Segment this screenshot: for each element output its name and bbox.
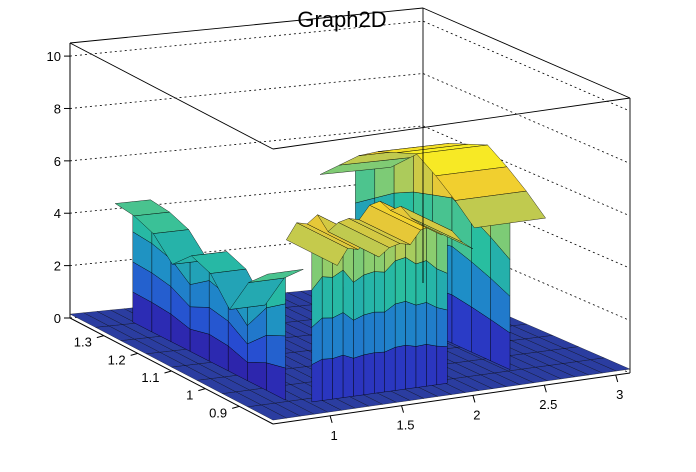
box-frame-edge xyxy=(272,97,631,150)
x-tick-label: 2.5 xyxy=(539,397,557,412)
surface-cell xyxy=(436,229,448,274)
x-tick-mark xyxy=(401,405,405,413)
z-tick-label: 6 xyxy=(54,154,61,169)
surface-cell xyxy=(405,257,417,306)
z-tick-label: 0 xyxy=(54,311,61,326)
y-tick-mark xyxy=(130,352,138,356)
surface-cell xyxy=(363,352,375,396)
y-tick-label: 1.3 xyxy=(74,335,92,350)
surface-cell xyxy=(266,303,286,337)
z-tick-label: 4 xyxy=(54,206,61,221)
x-tick-mark xyxy=(543,385,547,393)
y-tick-label: 0.9 xyxy=(209,405,227,420)
z-gridline xyxy=(69,20,631,112)
z-tick-label: 8 xyxy=(54,101,61,116)
tick-layer: 1 1.5 2 2.5 3 0.9 1 1.1 1.2 1.3 0 2 4 6 8 10 xyxy=(47,49,624,443)
x-tick-mark xyxy=(615,374,619,383)
surface-cell xyxy=(332,312,344,359)
y-tick-label: 1 xyxy=(186,388,193,403)
x-tick-mark xyxy=(472,395,476,403)
surface-cell xyxy=(374,311,385,353)
surface-cap-cell xyxy=(411,217,474,249)
surface-cell xyxy=(415,260,427,306)
x-tick-label: 1 xyxy=(331,428,338,443)
surface-cell xyxy=(374,351,385,394)
surface-cell xyxy=(353,274,365,321)
surface-cell xyxy=(322,276,333,319)
surface-cell xyxy=(426,302,437,347)
surface-cell xyxy=(395,257,406,305)
surface-cell xyxy=(384,346,396,393)
z-tick-label: 10 xyxy=(47,49,61,64)
surface-cell xyxy=(353,354,365,397)
x-tick-mark xyxy=(329,415,333,423)
surface-cell xyxy=(353,314,365,359)
z-tick-label: 2 xyxy=(54,259,61,274)
surface-cell xyxy=(311,358,323,403)
surface-cell xyxy=(342,312,354,359)
surface-cell xyxy=(426,344,437,387)
surface-cell xyxy=(266,335,286,369)
x-tick-label: 1.5 xyxy=(396,418,414,433)
y-tick-mark xyxy=(232,405,240,409)
surface-cell xyxy=(363,271,375,316)
surface-cell xyxy=(415,302,427,347)
y-tick-label: 1.1 xyxy=(141,370,159,385)
surface-cap-cell xyxy=(248,269,304,283)
surface-cell xyxy=(332,354,344,400)
surface-cell xyxy=(189,280,210,308)
z-gridline xyxy=(69,177,631,269)
surface-cell xyxy=(405,344,417,390)
surface-cell xyxy=(374,271,385,313)
z-gridline xyxy=(69,230,631,321)
surface-cell xyxy=(395,344,406,391)
chart-title: Graph2D xyxy=(297,7,386,32)
y-tick-mark xyxy=(164,370,172,374)
z-gridline xyxy=(69,125,631,217)
surface-cell xyxy=(415,344,427,388)
x-axis-line xyxy=(272,372,631,425)
surface-cell xyxy=(342,354,354,398)
box-frame-edge xyxy=(69,7,424,44)
x-tick-label: 2 xyxy=(473,407,480,422)
surface-cell xyxy=(322,358,333,401)
z-gridline xyxy=(69,73,631,164)
y-tick-label: 1.2 xyxy=(108,352,126,367)
surface-cell xyxy=(395,301,406,348)
surface-cell xyxy=(436,345,448,385)
surface-cell xyxy=(405,301,417,347)
surface-cell xyxy=(436,268,448,311)
x-tick-label: 3 xyxy=(616,387,623,402)
box-frame-edge xyxy=(422,7,631,99)
y-tick-mark xyxy=(96,335,104,339)
surface-cell xyxy=(332,269,344,319)
surface-cell xyxy=(363,311,375,356)
y-tick-mark xyxy=(198,388,206,392)
surface-layer xyxy=(69,143,631,421)
surface-cell xyxy=(322,317,333,360)
surface-cap-cell xyxy=(454,190,546,229)
surface-cell xyxy=(384,303,396,353)
box-frame-edge xyxy=(69,42,274,150)
surface-cell xyxy=(436,307,448,347)
frame-layer xyxy=(69,7,631,425)
